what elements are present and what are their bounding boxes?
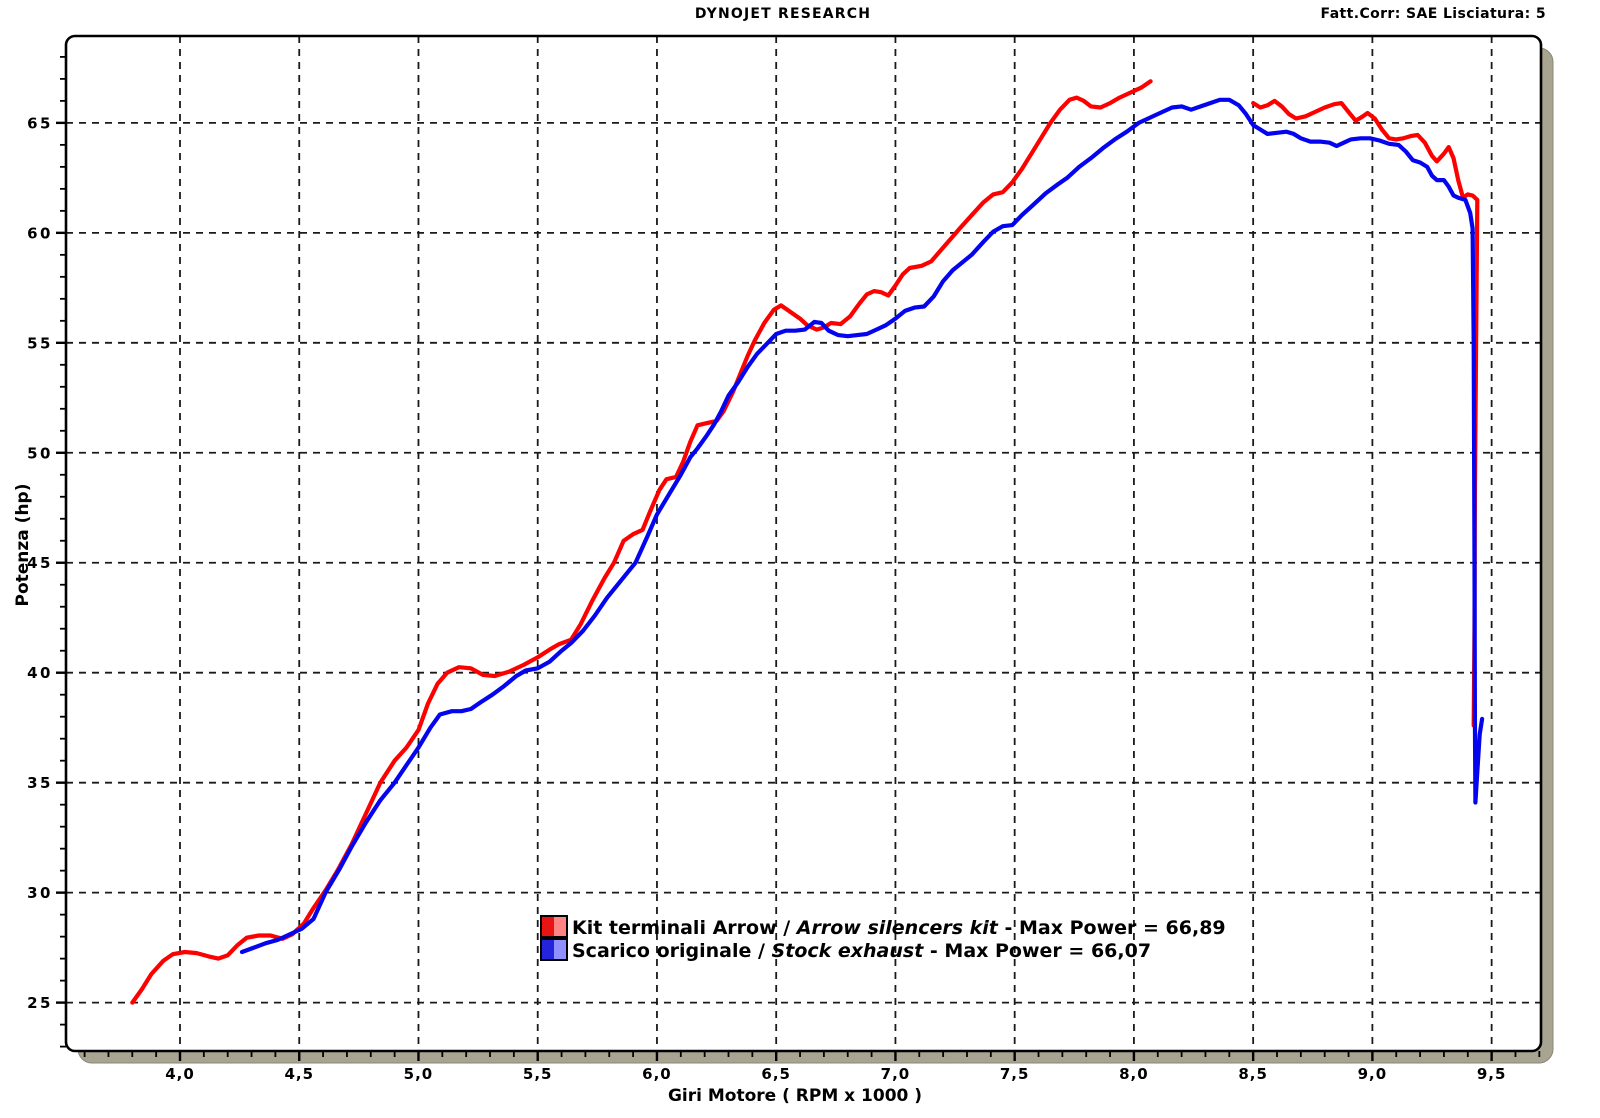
x-tick-label: 5,0	[404, 1065, 434, 1083]
x-tick-label: 6,5	[761, 1065, 791, 1083]
x-tick-label: 6,0	[642, 1065, 672, 1083]
legend-swatch-arrow-kit	[540, 915, 568, 938]
x-tick-label: 7,0	[881, 1065, 911, 1083]
legend-arrow-name-en: Arrow silencers kit	[795, 917, 999, 939]
gridlines	[66, 36, 1541, 1051]
x-axis-label: Giri Motore ( RPM x 1000 )	[668, 1086, 922, 1106]
y-tick-label: 55	[27, 334, 53, 352]
power-curves	[130, 79, 1485, 1005]
legend-swatches	[540, 915, 568, 961]
y-tick-label: 30	[27, 884, 53, 902]
y-tick-label: 60	[27, 224, 53, 242]
arrow-kit-curve	[130, 79, 1153, 1005]
x-tick-label: 9,0	[1358, 1065, 1388, 1083]
legend-arrow-name: Kit terminali Arrow /	[572, 917, 797, 939]
arrow-kit-curve	[1251, 98, 1480, 728]
x-tick-label: 8,0	[1119, 1065, 1149, 1083]
legend-row-stock-exhaust: Scarico originale / Stock exhaust - Max …	[572, 940, 1151, 962]
legend-stock-name-en: Stock exhaust	[772, 940, 925, 962]
y-tick-label: 65	[27, 114, 53, 132]
y-tick-label: 45	[27, 554, 53, 572]
x-tick-label: 9,5	[1477, 1065, 1507, 1083]
x-tick-labels: 4,0 4,5 5,0 5,5 6,0 6,5 7,0 7,5 8,0 8,5 9,0 9,5	[165, 1065, 1507, 1083]
y-tick-label: 50	[27, 444, 53, 462]
plot-frame	[66, 36, 1554, 1064]
y-tick-labels: 25 30 35 40 45 50 55 60 65	[27, 114, 53, 1012]
stock-exhaust-curve	[239, 97, 1485, 955]
legend-swatch-stock	[540, 938, 568, 961]
legend-stock-max-power: - Max Power = 66,07	[923, 940, 1151, 962]
x-tick-label: 4,0	[165, 1065, 195, 1083]
legend-row-arrow-kit: Kit terminali Arrow / Arrow silencers ki…	[572, 917, 1226, 939]
y-tick-label: 40	[27, 664, 53, 682]
legend-arrow-max-power: - Max Power = 66,89	[998, 917, 1226, 939]
x-tick-label: 8,5	[1238, 1065, 1268, 1083]
axis-ticks	[56, 55, 1541, 1061]
legend-stock-name: Scarico originale /	[572, 940, 772, 962]
plot-border	[64, 34, 1543, 1053]
x-tick-label: 7,5	[1000, 1065, 1030, 1083]
correction-factor-label: Fatt.Corr: SAE Lisciatura: 5	[1321, 6, 1546, 22]
x-tick-label: 5,5	[523, 1065, 553, 1083]
y-axis-label: Potenza (hp)	[13, 484, 33, 607]
page-title: DYNOJET RESEARCH	[695, 6, 871, 22]
y-tick-label: 35	[27, 774, 53, 792]
y-tick-label: 25	[27, 994, 53, 1012]
x-tick-label: 4,5	[284, 1065, 314, 1083]
